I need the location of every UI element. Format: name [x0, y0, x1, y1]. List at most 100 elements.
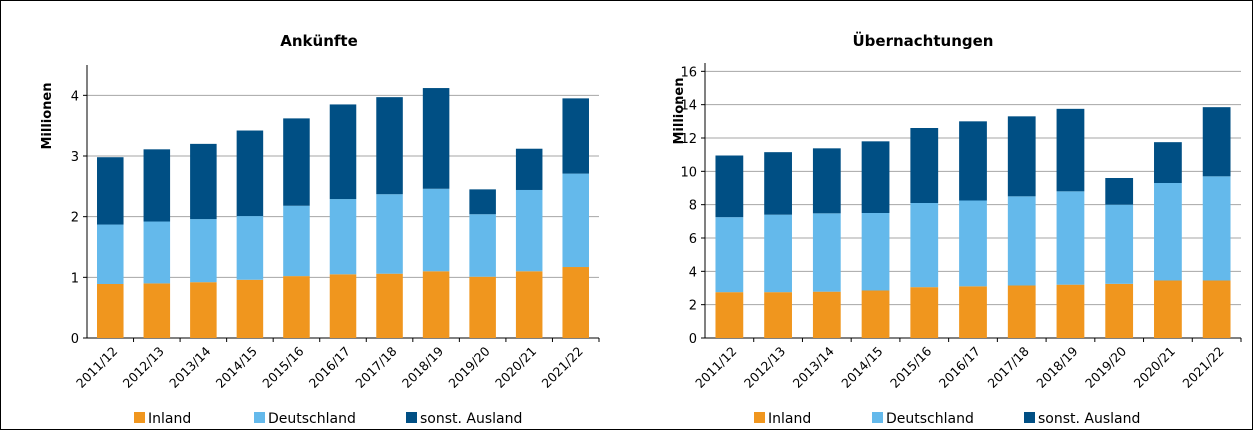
- bar-segment: [283, 205, 310, 277]
- x-tick-label: 2015/16: [259, 343, 306, 390]
- bar-segment: [469, 276, 496, 338]
- x-tick-label: 2013/14: [166, 343, 213, 390]
- bar-segment: [376, 97, 403, 195]
- legend-swatch: [754, 412, 765, 423]
- bar-segment: [562, 98, 589, 174]
- bar-segment: [143, 221, 171, 284]
- y-tick-label: 8: [689, 199, 697, 214]
- bar-segment: [910, 203, 939, 288]
- bar-segment: [422, 188, 450, 272]
- bar-segment: [1154, 183, 1182, 281]
- bar-segment: [959, 286, 987, 338]
- bar-segment: [715, 155, 744, 218]
- bar-segment: [764, 152, 792, 215]
- x-tick-label: 2020/21: [1131, 344, 1178, 391]
- bar-segment: [190, 282, 217, 338]
- x-tick-label: 2016/17: [936, 344, 983, 391]
- bar-segment: [283, 276, 310, 338]
- bar-segment: [1202, 280, 1231, 338]
- bar-segment: [1105, 178, 1134, 205]
- bar-segment: [812, 291, 841, 338]
- bar-segment: [1056, 108, 1085, 192]
- bar-segment: [97, 224, 124, 285]
- x-tick-label: 2017/18: [985, 343, 1032, 390]
- bar-segment: [1154, 280, 1182, 338]
- bar-segment: [515, 189, 543, 272]
- bar-segment: [959, 121, 987, 201]
- y-tick-label: 14: [680, 99, 697, 114]
- legend-label: Deutschland: [886, 411, 974, 427]
- bar-segment: [1056, 284, 1085, 338]
- y-tick-label: 2: [689, 299, 697, 314]
- legend-label: Inland: [768, 411, 811, 427]
- y-tick-label: 4: [689, 265, 697, 280]
- bar-segment: [959, 200, 987, 287]
- bar-segment: [1202, 176, 1231, 281]
- legend-swatch: [872, 412, 883, 423]
- x-tick-label: 2016/17: [306, 344, 353, 391]
- bar-segment: [1202, 107, 1231, 177]
- bar-segment: [861, 213, 890, 291]
- chart-title: Übernachtungen: [853, 31, 994, 50]
- x-tick-label: 2021/22: [539, 344, 586, 391]
- x-tick-label: 2014/15: [213, 344, 260, 391]
- bar-segment: [1056, 191, 1085, 285]
- x-tick-label: 2019/20: [445, 343, 492, 390]
- bar-segment: [376, 194, 403, 274]
- bar-segment: [764, 214, 792, 293]
- bar-segment: [97, 157, 124, 225]
- y-tick-label: 10: [680, 165, 697, 180]
- legend-swatch: [406, 412, 417, 423]
- bar-segment: [329, 199, 357, 275]
- bar-segment: [376, 273, 403, 338]
- legend-swatch: [1024, 412, 1035, 423]
- bar-segment: [715, 217, 744, 293]
- bar-segment: [329, 274, 357, 338]
- x-tick-label: 2018/19: [1033, 343, 1080, 390]
- bar-segment: [1105, 283, 1134, 338]
- bar-segment: [422, 271, 450, 338]
- bar-segment: [469, 214, 496, 277]
- bar-segment: [1007, 285, 1036, 338]
- bar-segment: [329, 104, 357, 200]
- bar-segment: [469, 189, 496, 215]
- x-tick-label: 2017/18: [352, 343, 399, 390]
- legend-swatch: [134, 412, 145, 423]
- y-tick-label: 16: [680, 65, 697, 80]
- bar-segment: [190, 219, 217, 283]
- bar-segment: [1007, 196, 1036, 286]
- bar-segment: [715, 292, 744, 338]
- chart-title: Ankünfte: [280, 32, 358, 50]
- y-tick-label: 4: [71, 89, 79, 104]
- y-tick-label: 12: [680, 132, 697, 147]
- bar-segment: [1105, 204, 1134, 284]
- bar-segment: [283, 118, 310, 206]
- y-tick-label: 0: [689, 332, 697, 347]
- y-axis-label: Millionen: [672, 77, 687, 144]
- bar-segment: [562, 267, 589, 338]
- bar-segment: [515, 148, 543, 190]
- x-tick-label: 2012/13: [741, 344, 788, 391]
- x-tick-label: 2015/16: [887, 343, 934, 390]
- bar-segment: [562, 173, 589, 268]
- y-tick-label: 1: [71, 271, 79, 286]
- x-tick-label: 2013/14: [790, 343, 837, 390]
- bar-segment: [812, 213, 841, 292]
- bar-segment: [143, 149, 171, 222]
- bar-segment: [143, 283, 171, 338]
- legend-label: sonst. Ausland: [420, 411, 522, 427]
- legend-label: Inland: [148, 411, 191, 427]
- bar-segment: [861, 141, 890, 213]
- bar-segment: [1154, 142, 1182, 183]
- x-tick-label: 2019/20: [1082, 343, 1129, 390]
- bar-segment: [236, 279, 264, 338]
- x-tick-label: 2020/21: [492, 344, 539, 391]
- bar-segment: [515, 271, 543, 338]
- bar-segment: [910, 287, 939, 338]
- bar-segment: [236, 216, 264, 280]
- bar-segment: [861, 290, 890, 338]
- legend-label: Deutschland: [268, 411, 356, 427]
- bar-segment: [97, 284, 124, 338]
